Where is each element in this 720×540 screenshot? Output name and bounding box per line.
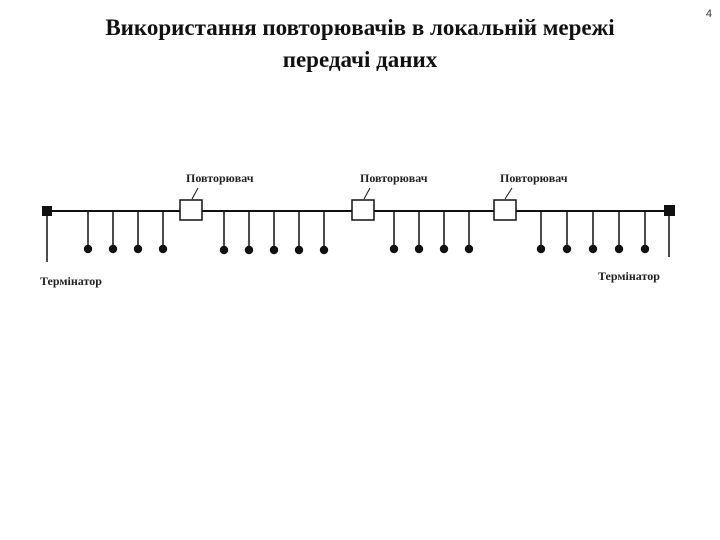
terminator-left bbox=[42, 206, 52, 216]
workstation-node bbox=[83, 244, 93, 254]
terminator-right bbox=[664, 205, 675, 216]
repeater-label: Повторювач bbox=[500, 171, 568, 185]
workstations bbox=[83, 211, 650, 255]
repeater-pointer bbox=[363, 187, 371, 200]
workstation-node bbox=[319, 245, 329, 255]
workstation-node bbox=[389, 244, 399, 254]
workstation-node bbox=[614, 244, 624, 254]
workstation-node bbox=[294, 245, 304, 255]
workstation-node bbox=[439, 244, 449, 254]
page-number: 4 bbox=[705, 8, 712, 20]
repeater-box bbox=[179, 199, 203, 221]
slide-title: Використання повторювачів в локальній ме… bbox=[0, 12, 720, 76]
workstation-node bbox=[562, 244, 572, 254]
repeater-pointer bbox=[504, 187, 513, 200]
terminator-right-label: Термінатор bbox=[598, 269, 660, 283]
workstation-node bbox=[464, 244, 474, 254]
repeater-pointer bbox=[191, 187, 199, 200]
repeater-label: Повторювач bbox=[186, 171, 254, 185]
repeater-2: Повторювач bbox=[351, 171, 428, 221]
workstation-node bbox=[244, 245, 254, 255]
workstation-node bbox=[640, 244, 650, 254]
title-line-1: Використання повторювачів в локальній ме… bbox=[105, 15, 615, 40]
workstation-node bbox=[269, 245, 279, 255]
workstation-node bbox=[133, 244, 143, 254]
repeater-label: Повторювач bbox=[360, 171, 428, 185]
repeater-box bbox=[351, 199, 375, 221]
workstation-node bbox=[588, 244, 598, 254]
title-line-2: передачі даних bbox=[282, 47, 438, 72]
repeater-3: Повторювач bbox=[493, 171, 568, 221]
repeater-1: Повторювач bbox=[179, 171, 254, 221]
workstation-node bbox=[108, 244, 118, 254]
workstation-node bbox=[536, 244, 546, 254]
repeater-box bbox=[493, 199, 517, 221]
workstation-node bbox=[219, 245, 229, 255]
terminator-left-label: Термінатор bbox=[40, 274, 102, 288]
workstation-node bbox=[414, 244, 424, 254]
workstation-node bbox=[158, 244, 168, 254]
